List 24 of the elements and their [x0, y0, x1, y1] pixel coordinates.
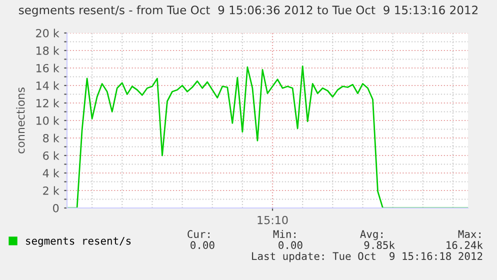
text: Avg: — [360, 230, 382, 240]
y-tick-label: 16 k — [36, 64, 60, 72]
text: Min: — [273, 230, 296, 238]
y-tick-label: 14 k — [36, 81, 60, 90]
y-tick-label: 4 k — [42, 168, 60, 178]
chart-title: segments resent/s - from Tue Oct 9 15:06:36 2012 to Tue Oct 9 15:13:16 2012 — [18, 5, 478, 17]
y-tick-label: 10 k — [36, 116, 60, 125]
x-tick-label: 15:10 — [258, 216, 288, 224]
legend-label: segments resent/s — [26, 236, 131, 247]
text: 9.85k — [364, 240, 395, 250]
y-tick-label: 2 k — [43, 186, 60, 195]
text: Last update: Tue Oct 9 15:16:18 2012 — [252, 252, 482, 262]
y-tick-label: 12 k — [36, 98, 60, 108]
y-tick-label: 6 k — [43, 151, 60, 160]
y-axis-title: connections — [16, 88, 25, 154]
text: 0.00 — [278, 241, 302, 250]
text: 0.00 — [190, 241, 214, 250]
text: Cur: — [188, 230, 210, 238]
y-tick-label: 18 k — [36, 46, 60, 55]
y-tick-label: 8 k — [43, 134, 60, 142]
text: 16.24k — [446, 240, 483, 250]
y-tick-label: 20 k — [36, 28, 60, 38]
text: Max: — [458, 230, 480, 238]
y-tick-label: 0 — [53, 204, 59, 212]
